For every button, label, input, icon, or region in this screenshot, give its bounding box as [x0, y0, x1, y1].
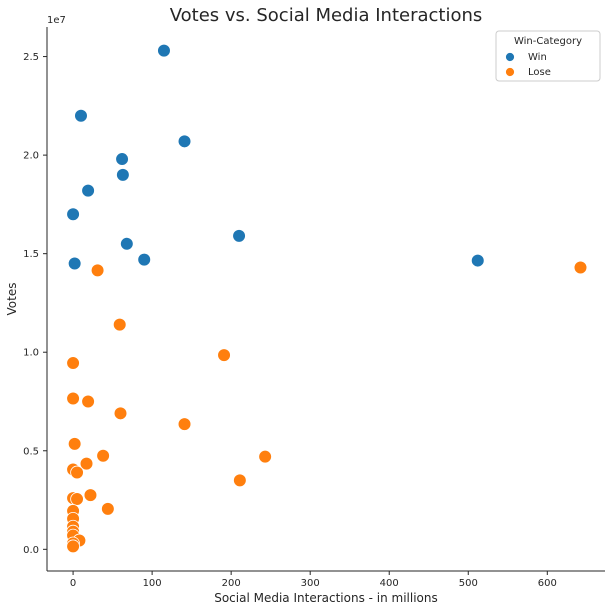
x-tick-label: 0 — [70, 578, 76, 589]
y-tick-label: 1.5 — [23, 249, 39, 260]
win-point — [116, 168, 130, 182]
x-tick-label: 400 — [380, 578, 399, 589]
y-tick-label: 0.5 — [23, 446, 39, 457]
x-tick-label: 100 — [143, 578, 162, 589]
x-ticks: 0 100 200 300 400 500 600 — [70, 571, 557, 589]
x-axis-label: Social Media Interactions - in millions — [214, 591, 438, 605]
lose-point — [217, 348, 231, 362]
lose-point — [67, 437, 82, 451]
axes — [46, 27, 605, 572]
y-tick-label: 2.0 — [23, 151, 39, 162]
legend-lose-marker — [505, 67, 515, 77]
lose-point — [112, 317, 127, 332]
legend: Win-Category Win Lose — [495, 30, 601, 82]
win-point — [81, 183, 95, 198]
chart-title: Votes vs. Social Media Interactions — [170, 5, 483, 26]
x-tick-label: 600 — [538, 578, 557, 589]
lose-point — [66, 539, 80, 554]
win-point — [115, 152, 129, 166]
y-axis-label: Votes — [5, 283, 19, 316]
lose-point — [113, 406, 128, 421]
lose-point — [70, 465, 84, 480]
win-point — [120, 237, 134, 251]
x-tick-label: 200 — [222, 578, 241, 589]
win-point — [74, 108, 88, 123]
legend-win-marker — [505, 52, 515, 62]
lose-point — [101, 502, 115, 516]
y-offset-text: 1e7 — [47, 15, 66, 26]
win-point — [66, 207, 80, 222]
lose-point — [81, 394, 95, 409]
win-point — [67, 256, 82, 271]
legend-lose-label: Lose — [528, 67, 551, 78]
lose-point — [79, 456, 94, 471]
win-point — [232, 229, 246, 243]
lose-point — [177, 417, 192, 431]
data-points — [66, 43, 588, 554]
win-point — [137, 252, 152, 267]
lose-point — [66, 391, 80, 406]
legend-win-label: Win — [528, 52, 547, 63]
lose-point — [90, 263, 105, 278]
y-tick-label: 2.5 — [23, 52, 39, 63]
legend-title: Win-Category — [514, 36, 582, 47]
lose-point — [83, 488, 98, 502]
lose-point — [70, 492, 84, 506]
x-tick-label: 300 — [301, 578, 320, 589]
lose-point — [258, 449, 272, 464]
lose-point — [233, 473, 247, 488]
y-tick-label: 0.0 — [23, 545, 39, 556]
win-point — [470, 253, 485, 268]
legend-box — [495, 30, 601, 82]
y-tick-label: 1.0 — [23, 348, 39, 359]
y-ticks: 0.0 0.5 1.0 1.5 2.0 2.5 — [23, 52, 47, 556]
lose-point — [66, 356, 80, 370]
lose-point — [96, 448, 110, 463]
x-tick-label: 500 — [459, 578, 478, 589]
lose-point — [573, 260, 588, 275]
win-point — [177, 134, 192, 149]
win-point — [157, 43, 171, 58]
